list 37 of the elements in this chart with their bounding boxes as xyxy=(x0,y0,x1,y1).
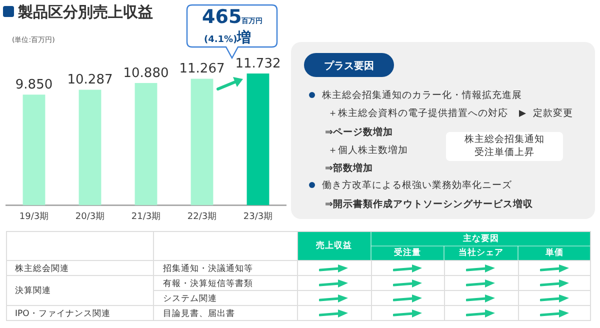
text: 株主総会招集通知のカラー化・情報拡充進展 xyxy=(322,89,522,102)
text: 株主総会関連 xyxy=(15,263,69,275)
text: ⇒開示書類作成アウトソーシングサービス増収 xyxy=(325,198,533,211)
data-label: 11.267 xyxy=(179,62,225,77)
text: プラス要因 xyxy=(323,59,375,73)
data-label: 11.732 xyxy=(235,56,281,72)
text: システム関連 xyxy=(163,293,217,305)
x-tick-label: 19/3期 xyxy=(19,210,49,222)
text: 増 xyxy=(237,30,252,46)
text: ＋株主総会資料の電子提供措置への対応 xyxy=(328,107,508,120)
text: 売上収益 xyxy=(315,240,353,252)
text: ⇒ページ数増加 xyxy=(325,126,393,139)
text: 単価 xyxy=(544,247,564,259)
text: IPO・ファイナンス関連 xyxy=(15,308,110,320)
text: ＋個人株主数増加 xyxy=(328,144,408,157)
x-tick-label: 20/3期 xyxy=(75,210,105,222)
text: 目論見書、届出書 xyxy=(163,308,235,320)
x-tick-label: 23/3期 xyxy=(243,210,273,222)
data-label: 10.880 xyxy=(123,66,169,81)
text: 受注量 xyxy=(393,247,422,259)
data-label: 10.287 xyxy=(67,72,113,88)
text: 招集通知・決議通知等 xyxy=(163,263,253,275)
text: 受注単価上昇 xyxy=(474,146,536,159)
text: 定款変更 xyxy=(533,107,573,120)
text: 有報・決算短信等書類 xyxy=(163,278,253,290)
x-tick-label: 21/3期 xyxy=(131,210,161,222)
data-label: 9.850 xyxy=(15,77,53,92)
text: 465 xyxy=(202,6,242,28)
text: 株主総会招集通知 xyxy=(464,133,546,146)
chart-title: 製品区分別売上収益 xyxy=(18,3,153,22)
text: 働き方改革による根強い業務効率化ニーズ xyxy=(322,179,512,192)
x-tick-label: 22/3期 xyxy=(187,210,217,222)
text: 当社シェア xyxy=(458,247,504,259)
text: 決算関連 xyxy=(15,285,51,297)
text: (4.1%) xyxy=(204,35,238,45)
text: ⇒部数増加 xyxy=(325,162,373,175)
text: 主な要因 xyxy=(462,233,500,245)
